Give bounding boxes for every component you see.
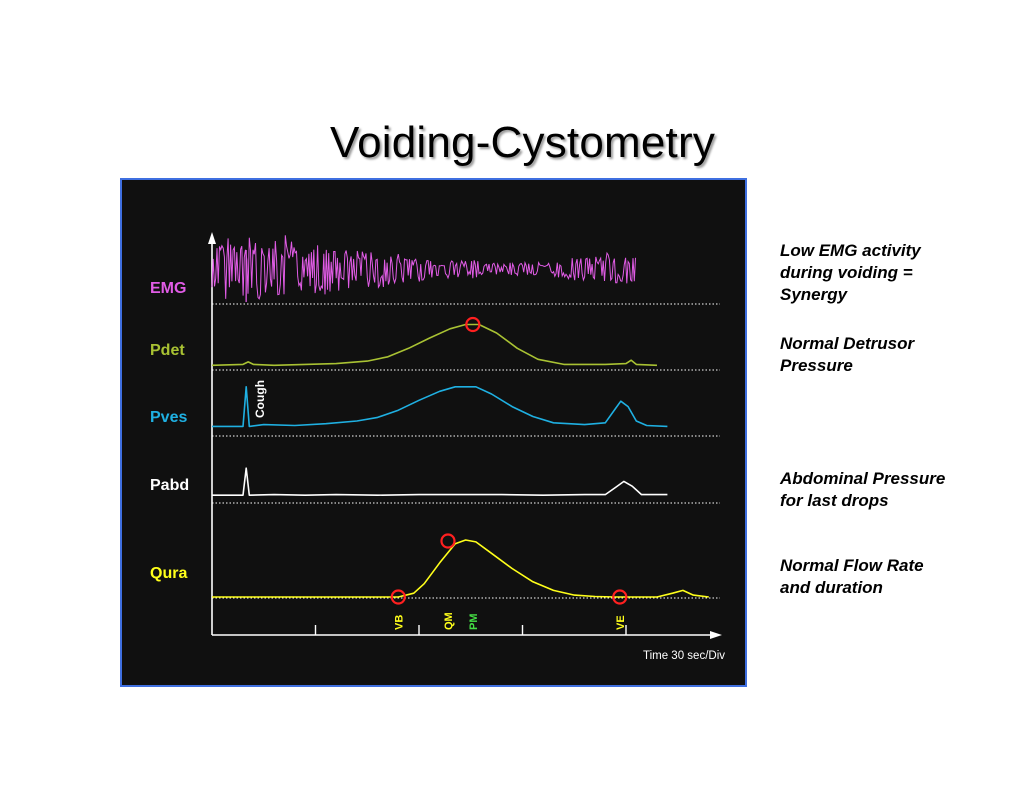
voiding-cystometry-chart: Time 30 sec/Div EMG Pdet Pves Pabd Qura Cough V… — [150, 232, 725, 662]
event-label-pm: PM — [468, 614, 480, 631]
series-line-pabd — [212, 467, 668, 497]
series-line-pdet — [211, 323, 658, 367]
marker-vb — [390, 589, 406, 605]
annotation-pabd: Abdominal Pressure for last drops — [780, 469, 946, 510]
series-line-qura — [212, 539, 709, 598]
series-line-emg — [211, 235, 636, 300]
page-title: Voiding-Cystometry — [329, 118, 716, 167]
x-axis-label: Time 30 sec/Div — [643, 650, 725, 662]
marker-qmax — [440, 533, 456, 549]
chart-frame: Time 30 sec/Div EMG Pdet Pves Pabd Qura Cough V… — [120, 178, 747, 687]
event-label-vb: VB — [393, 615, 405, 630]
annotation-pdet: Normal Detrusor Pressure — [780, 334, 915, 375]
annotation-cough: Cough — [253, 380, 267, 418]
annotation-qura: Normal Flow Rate and duration — [780, 556, 924, 597]
series-line-pves — [212, 386, 668, 428]
row-label-emg: EMG — [150, 280, 186, 297]
row-label-pves: Pves — [150, 409, 187, 426]
marker-pdet-max — [465, 316, 481, 333]
x-axis-arrow — [710, 631, 722, 639]
row-label-qura: Qura — [150, 565, 187, 582]
event-label-ve: VE — [615, 615, 627, 630]
row-label-pabd: Pabd — [150, 477, 189, 494]
y-axis-arrow — [208, 232, 216, 244]
annotation-emg: Low EMG activity during voiding = Synerg… — [780, 241, 921, 304]
marker-ve — [612, 589, 628, 605]
event-label-qm: QM — [443, 612, 455, 630]
row-label-pdet: Pdet — [150, 342, 185, 359]
